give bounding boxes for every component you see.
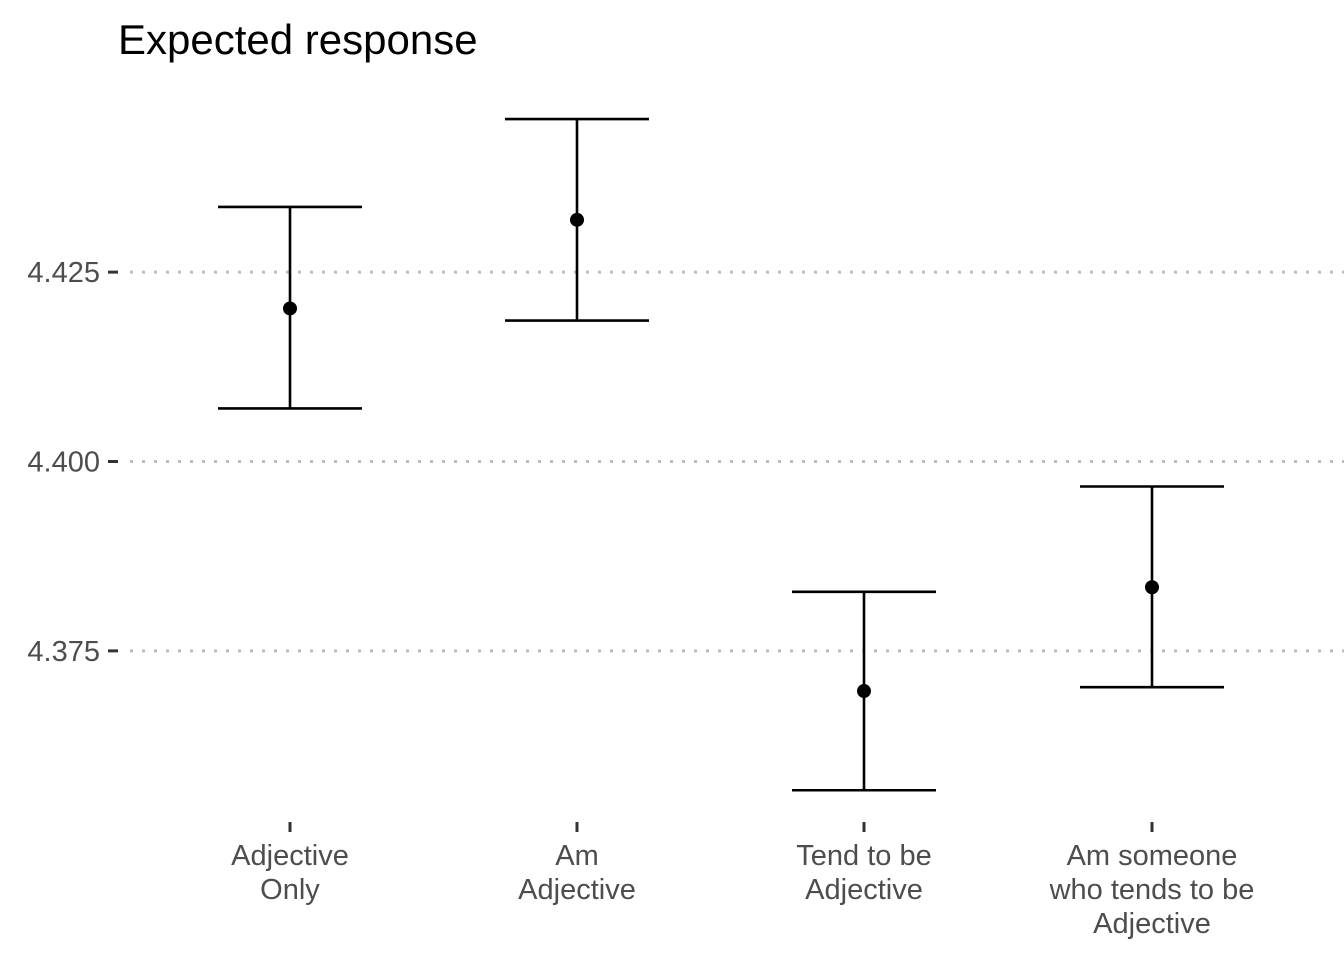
x-tick-label-line: Tend to be [796, 840, 931, 872]
x-tick-label: Am someone who tends to be Adjective [1049, 840, 1255, 940]
estimate-point [1145, 580, 1159, 595]
x-tick-label-line: who tends to be [1049, 874, 1255, 906]
chart-title: Expected response [118, 16, 478, 63]
x-tick-label-line: Am [555, 840, 599, 872]
x-tick-label: Adjective Only [231, 840, 349, 906]
x-tick-label-line: Adjective [1093, 908, 1211, 940]
x-tick-label-line: Am someone [1067, 840, 1238, 872]
y-axis: 4.375 4.400 4.425 [27, 257, 118, 668]
y-tick-label: 4.375 [27, 636, 100, 668]
grid-layer [130, 270, 1344, 653]
x-tick-label-line: Adjective [518, 874, 636, 906]
estimate-point [283, 301, 297, 316]
x-tick-label-line: Adjective [231, 840, 349, 872]
y-tick-label: 4.425 [27, 257, 100, 289]
estimate-point [857, 684, 871, 699]
estimate-point [570, 212, 584, 227]
x-tick-label-line: Only [260, 874, 320, 906]
y-tick-label: 4.400 [27, 447, 100, 479]
marks [218, 117, 1224, 792]
x-tick-label: Am Adjective [518, 840, 636, 906]
x-tick-label-line: Adjective [805, 874, 923, 906]
x-tick-label: Tend to be Adjective [796, 840, 931, 906]
